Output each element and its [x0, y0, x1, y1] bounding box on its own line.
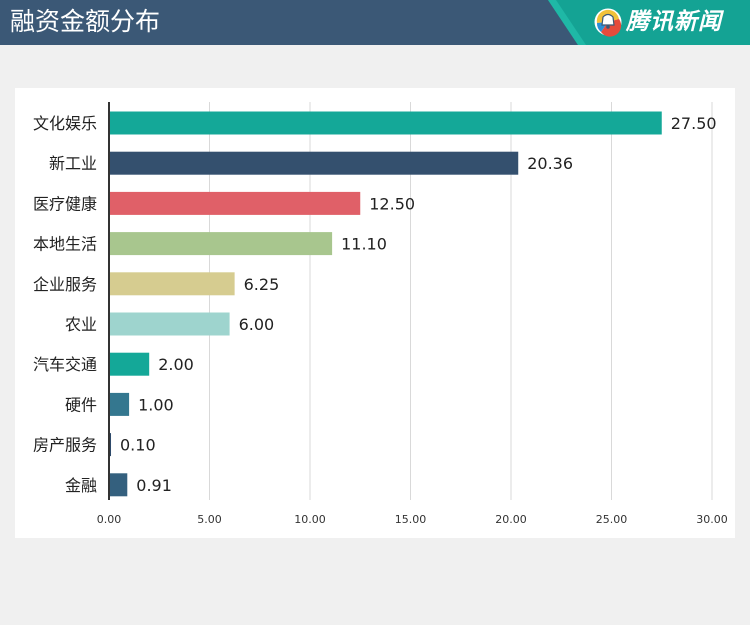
x-tick-label: 0.00 — [97, 513, 122, 526]
bar — [109, 312, 230, 336]
x-tick-label: 15.00 — [395, 513, 427, 526]
x-axis-ticks: 0.00 5.00 10.00 15.00 20.00 25.00 30.00 — [97, 513, 728, 526]
bar — [109, 473, 128, 497]
value-label: 6.00 — [239, 315, 275, 334]
brand-name: 腾讯新闻 — [626, 9, 722, 35]
brand-background — [548, 0, 750, 45]
value-label: 0.10 — [120, 436, 156, 455]
category-label: 农业 — [65, 315, 97, 334]
category-label: 硬件 — [65, 395, 97, 414]
category-label: 文化娱乐 — [33, 114, 97, 133]
category-label: 新工业 — [49, 154, 97, 173]
page-title: 融资金额分布 — [10, 7, 161, 36]
value-label: 12.50 — [369, 194, 415, 213]
x-tick-label: 10.00 — [294, 513, 326, 526]
value-label: 6.25 — [244, 275, 280, 294]
value-label: 0.91 — [136, 476, 172, 495]
category-label: 本地生活 — [33, 235, 97, 254]
bar — [109, 272, 235, 296]
x-tick-label: 30.00 — [696, 513, 728, 526]
value-label: 1.00 — [138, 395, 174, 414]
category-label: 房产服务 — [33, 436, 97, 455]
bar — [109, 392, 130, 416]
value-label: 2.00 — [158, 355, 194, 374]
bar — [109, 433, 112, 457]
x-tick-label: 20.00 — [495, 513, 527, 526]
value-label: 11.10 — [341, 235, 387, 254]
bar — [109, 191, 361, 215]
brand-panel: 腾讯新闻 — [548, 0, 750, 45]
category-label: 医疗健康 — [33, 194, 97, 213]
tencent-news-logo-icon — [594, 8, 622, 37]
bar — [109, 232, 333, 256]
value-label: 20.36 — [527, 154, 573, 173]
category-label: 企业服务 — [33, 275, 97, 294]
category-label: 汽车交通 — [33, 355, 97, 374]
x-tick-label: 25.00 — [596, 513, 628, 526]
bar — [109, 352, 150, 376]
x-tick-label: 5.00 — [197, 513, 222, 526]
bars: 文化娱乐 27.50 新工业 20.36 医疗健康 12.50 本地生活 11.10 企业服务 6… — [33, 111, 717, 497]
chart-card: 文化娱乐 27.50 新工业 20.36 医疗健康 12.50 本地生活 11.10 企业服务 6… — [15, 88, 735, 538]
bar-chart: 文化娱乐 27.50 新工业 20.36 医疗健康 12.50 本地生活 11.10 企业服务 6… — [33, 102, 728, 526]
header-bar: 融资金额分布 腾讯新闻 — [0, 0, 750, 45]
category-label: 金融 — [65, 476, 97, 495]
bar — [109, 111, 662, 135]
value-label: 27.50 — [671, 114, 717, 133]
bar — [109, 151, 519, 175]
